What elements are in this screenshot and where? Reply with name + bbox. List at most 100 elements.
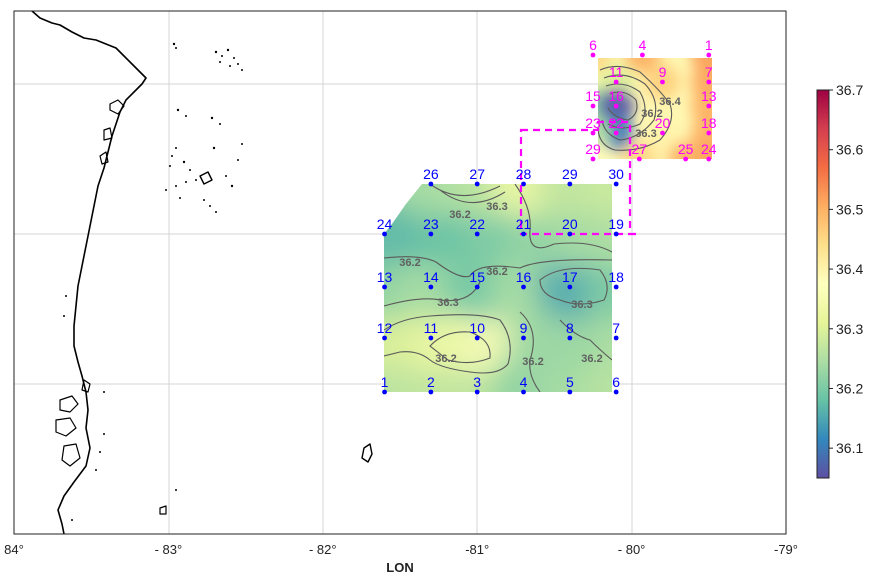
x-axis-ticks: 84° - 83° - 82° -81° - 80° -79° [4,542,798,557]
station-label: 1 [705,37,713,53]
contour-label: 36.2 [435,353,456,365]
contour-label: 36.3 [635,128,656,140]
station-label: 14 [423,269,439,285]
colorbar-tick-label: 36.7 [836,82,863,98]
colorbar-ticks: 36.1 36.2 36.3 36.4 36.5 36.6 36.7 [829,82,863,456]
station-marker [640,52,645,58]
x-tick-label: 84° [4,542,24,557]
station-label: 21 [516,216,532,232]
station-marker [613,284,619,290]
station-marker [613,103,619,109]
station-marker [521,181,526,187]
field-sample [690,58,712,73]
x-tick-label: - 82° [309,542,337,557]
station-label: 9 [520,320,528,336]
colorbar-tick-label: 36.3 [836,321,863,337]
station-marker [660,130,665,136]
station-label: 15 [585,88,601,104]
coastline [31,11,373,534]
station-marker [474,335,480,341]
station-label: 18 [608,269,624,285]
station-marker [613,389,619,395]
station-label: 29 [585,141,601,157]
mainland-coastline [31,11,147,534]
x-axis-label: LON [386,560,413,575]
contour-labels-b: 36.436.2 36.3 [635,96,681,140]
station-label: 22 [608,115,624,131]
colorbar: 36.1 36.2 36.3 36.4 36.5 36.6 36.7 [816,82,863,479]
field-sample [582,358,612,392]
contour-label: 36.2 [641,108,662,120]
station-marker [382,231,387,237]
station-marker [567,389,573,395]
station-marker [567,181,573,187]
station-label: 9 [659,64,667,80]
station-label: 17 [562,269,578,285]
field-sample [598,141,611,159]
station-label: 27 [469,166,485,182]
contour-label: 36.3 [437,297,458,309]
station-label: 18 [701,115,717,131]
stations-b: 1 4 6 7 9 11 13 15 16 18 20 22 23 24 25 27 29 [585,37,717,162]
station-label: 4 [639,37,647,53]
station-marker [613,181,619,187]
station-marker [382,335,387,341]
station-marker [428,335,434,341]
station-marker [428,181,434,187]
contour-label: 36.2 [581,353,602,365]
station-marker [428,284,434,290]
station-label: 26 [423,166,439,182]
station-label: 1 [381,374,389,390]
colorbar-gradient [816,89,830,479]
contour-label: 36.2 [486,266,507,278]
station-marker [521,231,526,237]
axes-frame [13,10,787,535]
station-label: 16 [608,88,624,104]
station-label: 23 [423,216,439,232]
field-sample [598,58,611,73]
station-label: 20 [562,216,578,232]
x-tick-label: -79° [774,542,798,557]
station-label: 30 [608,166,624,182]
field-sample [667,141,704,159]
station-marker [521,284,526,290]
station-marker [590,130,596,136]
station-marker [590,52,596,58]
station-marker [706,156,712,162]
station-marker [474,231,480,237]
station-label: 20 [655,115,671,131]
station-label: 11 [424,320,439,336]
station-label: 7 [705,64,713,80]
station-marker [706,103,712,109]
station-marker [613,130,619,136]
station-marker [706,52,712,58]
station-label: 3 [473,374,481,390]
contour-label: 36.2 [399,257,420,269]
station-marker [474,181,480,187]
field-sample [624,58,661,73]
station-marker [521,335,526,341]
station-label: 24 [377,216,393,232]
station-label: 8 [566,320,574,336]
station-marker [706,130,712,136]
station-label: 15 [469,269,485,285]
station-label: 24 [701,141,717,157]
station-label: 12 [377,320,393,336]
field-sample [582,184,612,218]
station-label: 27 [632,141,648,157]
station-marker [660,79,665,85]
station-marker [428,231,434,237]
contour-label: 36.2 [522,356,543,368]
station-label: 7 [612,320,620,336]
station-marker [613,231,619,237]
station-label: 10 [469,320,485,336]
station-label: 22 [469,216,485,232]
station-label: 19 [608,216,624,232]
station-label: 11 [609,64,624,80]
station-label: 4 [520,374,528,390]
x-tick-label: - 83° [155,542,183,557]
station-label: 29 [562,166,578,182]
colorbar-tick-label: 36.2 [836,380,863,396]
